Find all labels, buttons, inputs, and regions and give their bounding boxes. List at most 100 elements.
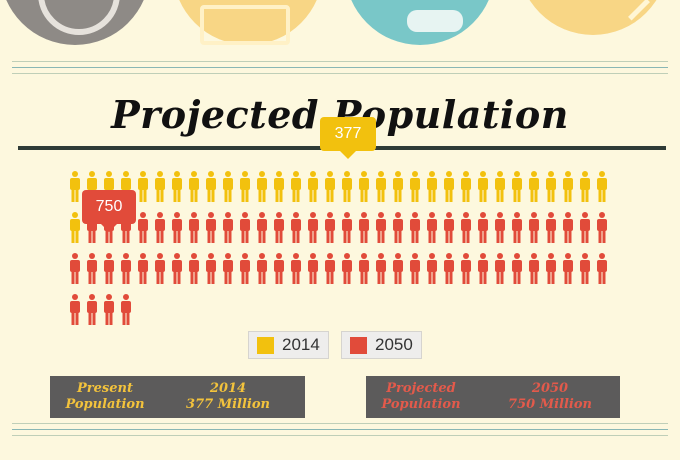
present-amount: 377 Million (186, 397, 270, 412)
person-icon-2050 (87, 294, 97, 325)
person-icon-2050 (410, 253, 420, 284)
divider-bottom-1 (12, 423, 668, 424)
person-icon-2014 (308, 171, 318, 202)
person-icon-2050 (138, 212, 148, 243)
person-icon-2050 (461, 212, 471, 243)
person-icon-2050 (563, 212, 573, 243)
chat-icon (407, 10, 463, 32)
calendar-icon (200, 5, 290, 45)
divider-top-1 (12, 61, 668, 62)
person-icon-2050 (189, 212, 199, 243)
person-icon-2014 (274, 171, 284, 202)
person-icon-2050 (257, 212, 267, 243)
projected-amount: 750 Million (508, 397, 592, 412)
person-icon-2050 (104, 294, 114, 325)
person-icon-2050 (359, 253, 369, 284)
legend-label-2014: 2014 (282, 335, 320, 354)
person-icon-2050 (495, 253, 505, 284)
person-icon-2050 (138, 253, 148, 284)
divider-bottom-2 (12, 429, 668, 430)
person-icon-2014 (597, 171, 607, 202)
projected-year: 2050 (531, 381, 569, 396)
person-icon-2050 (172, 253, 182, 284)
person-icon-2050 (121, 253, 131, 284)
person-icon-2014 (393, 171, 403, 202)
person-icon-2014 (257, 171, 267, 202)
person-icon-2050 (427, 212, 437, 243)
person-icon-2014 (461, 171, 471, 202)
person-icon-2050 (580, 253, 590, 284)
person-icon-2050 (393, 253, 403, 284)
person-icon-2050 (104, 253, 114, 284)
person-icon-2050 (325, 253, 335, 284)
person-icon-2050 (342, 253, 352, 284)
person-icon-2050 (546, 253, 556, 284)
person-icon-2050 (274, 253, 284, 284)
person-icon-2050 (342, 212, 352, 243)
person-icon-2050 (444, 212, 454, 243)
person-icon-2050 (427, 253, 437, 284)
person-icon-2050 (257, 253, 267, 284)
person-icon-2050 (393, 212, 403, 243)
person-icon-2014 (529, 171, 539, 202)
person-icon-2014 (342, 171, 352, 202)
person-icon-2014 (376, 171, 386, 202)
population-pictogram (70, 171, 607, 325)
person-icon-2014 (155, 171, 165, 202)
person-icon-2050 (478, 253, 488, 284)
person-icon-2050 (291, 212, 301, 243)
person-icon-2050 (478, 212, 488, 243)
person-icon-2014 (138, 171, 148, 202)
person-icon-2014 (70, 171, 80, 202)
legend-swatch-2014 (257, 336, 274, 354)
present-year: 2014 (209, 381, 247, 396)
person-icon-2050 (206, 253, 216, 284)
person-icon-2050 (512, 212, 522, 243)
person-icon-2050 (155, 253, 165, 284)
person-icon-2050 (274, 212, 284, 243)
person-icon-2050 (580, 212, 590, 243)
legend-swatch-2050 (350, 336, 367, 354)
person-icon-2050 (410, 212, 420, 243)
person-icon-2050 (172, 212, 182, 243)
person-icon-2014 (495, 171, 505, 202)
legend-label-2050: 2050 (375, 335, 413, 354)
person-icon-2050 (495, 212, 505, 243)
present-label-1: Present (77, 381, 133, 396)
legend-item-2014[interactable]: 2014 (248, 331, 329, 359)
person-icon-2050 (376, 253, 386, 284)
present-population-box: Present Population 2014 377 Million (50, 376, 305, 418)
person-icon-2050 (461, 253, 471, 284)
person-icon-2050 (155, 212, 165, 243)
legend-item-2050[interactable]: 2050 (341, 331, 422, 359)
person-icon-2050 (87, 253, 97, 284)
projected-label-2: Population (381, 397, 461, 412)
person-icon-2014 (359, 171, 369, 202)
person-icon-2014 (512, 171, 522, 202)
person-icon-2014 (410, 171, 420, 202)
person-icon-2050 (240, 253, 250, 284)
divider-bottom-3 (12, 435, 668, 436)
projected-population-box: Projected Population 2050 750 Million (366, 376, 620, 418)
person-icon-2014 (427, 171, 437, 202)
person-icon-2050 (240, 212, 250, 243)
person-icon-2050 (308, 253, 318, 284)
person-icon-2050 (308, 212, 318, 243)
person-icon-2014 (444, 171, 454, 202)
person-icon-2050 (70, 253, 80, 284)
person-icon-2050 (546, 212, 556, 243)
projected-label-1: Projected (386, 381, 456, 396)
person-icon-2014 (206, 171, 216, 202)
person-icon-2050 (291, 253, 301, 284)
person-icon-2014 (580, 171, 590, 202)
person-icon-2050 (223, 212, 233, 243)
person-icon-2050 (359, 212, 369, 243)
callout-2050: 750 (82, 190, 136, 232)
divider-top-2 (12, 67, 668, 68)
person-icon-2050 (529, 212, 539, 243)
person-icon-2014 (325, 171, 335, 202)
person-icon-2050 (512, 253, 522, 284)
person-icon-2014 (291, 171, 301, 202)
person-icon-2014 (478, 171, 488, 202)
callout-2014: 377 (320, 117, 376, 159)
